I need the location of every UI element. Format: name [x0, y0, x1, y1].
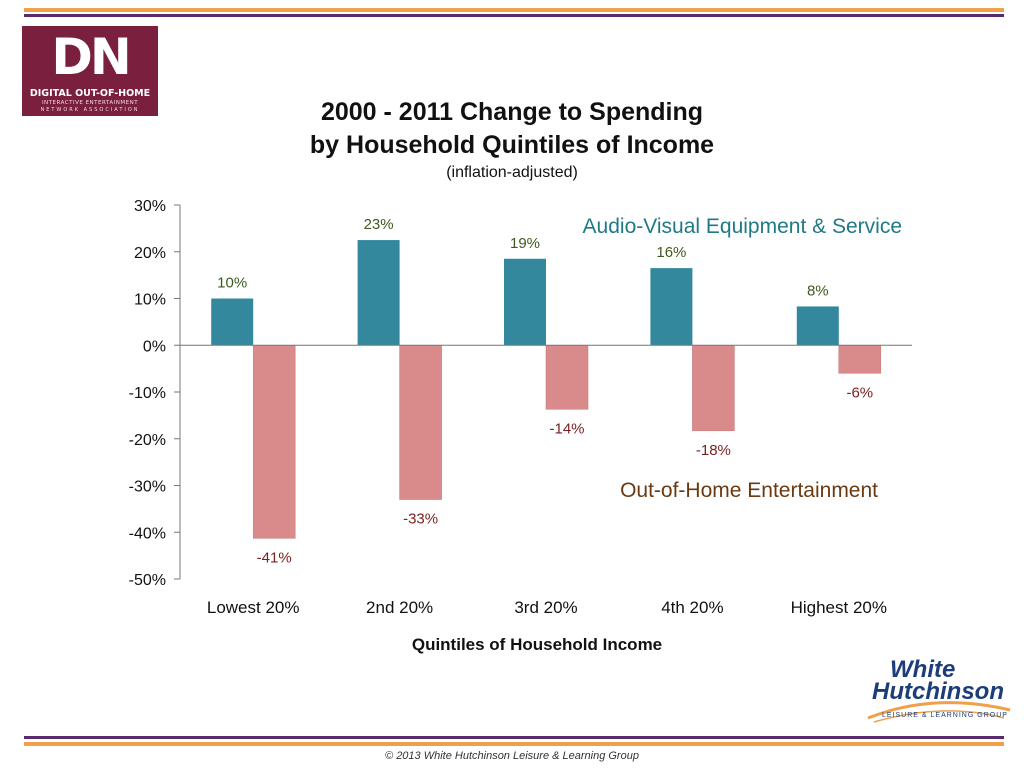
- ooh-bar: [545, 345, 589, 410]
- copyright-footer: © 2013 White Hutchinson Leisure & Learni…: [385, 750, 639, 762]
- dnoha-logo-line1: DIGITAL OUT-OF-HOME: [29, 88, 151, 99]
- chart-subtitle: (inflation-adjusted): [446, 164, 578, 181]
- bar-chart: 30% 20% 10% 0% -10% -20% -30% -40% -50% 10% -41% Lo…: [129, 198, 912, 654]
- wh-logo-line3: LEISURE & LEARNING GROUP: [882, 712, 1008, 719]
- x-category-label: Highest 20%: [791, 598, 887, 617]
- av-bar: [504, 258, 546, 346]
- ooh-data-label: -41%: [257, 549, 292, 566]
- av-bar: [650, 268, 693, 346]
- av-bar: [796, 306, 839, 346]
- y-tick-label: 20%: [134, 245, 166, 262]
- chart-title: 2000 - 2011 Change to Spending: [320, 98, 704, 126]
- wh-logo-swoosh-icon: [867, 701, 1011, 723]
- x-category-label: 2nd 20%: [366, 598, 433, 617]
- av-bar: [211, 298, 254, 346]
- wh-logo-line2: Hutchinson: [872, 678, 1004, 705]
- y-tick-label: 30%: [134, 198, 166, 215]
- av-data-label: 10%: [217, 275, 247, 292]
- chart-title-line2: by Household Quintiles of Income: [309, 131, 715, 159]
- dnoha-logo-line3: NETWORK ASSOCIATION: [40, 107, 140, 113]
- av-data-label: 19%: [510, 235, 540, 252]
- y-tick-label: -40%: [129, 525, 166, 542]
- ooh-bar: [399, 345, 442, 500]
- av-data-label: 8%: [807, 282, 829, 299]
- ooh-bar: [838, 345, 882, 374]
- av-series-label: Audio-Visual Equipment & Service: [583, 215, 902, 238]
- ooh-data-label: -33%: [403, 511, 438, 528]
- av-data-label: 16%: [656, 244, 686, 261]
- dnoha-logo-line2: INTERACTIVE ENTERTAINMENT: [41, 100, 139, 106]
- av-bar: [357, 240, 400, 346]
- bottom-purple-rule: [24, 736, 1004, 739]
- ooh-series-label: Out-of-Home Entertainment: [620, 479, 878, 502]
- x-axis-title: Quintiles of Household Income: [412, 635, 662, 654]
- ooh-bar: [252, 345, 296, 539]
- ooh-bar: [692, 345, 735, 432]
- ooh-data-label: -14%: [549, 420, 584, 437]
- x-category-label: 4th 20%: [661, 598, 723, 617]
- x-category-label: 3rd 20%: [514, 598, 577, 617]
- bottom-orange-rule: [24, 742, 1004, 746]
- av-data-label: 23%: [364, 216, 394, 233]
- top-orange-rule: [24, 8, 1004, 12]
- dnoha-logo-mark: DN: [51, 28, 131, 86]
- top-purple-rule: [24, 14, 1004, 17]
- y-tick-label: -30%: [129, 479, 166, 496]
- ooh-data-label: -6%: [846, 384, 873, 401]
- y-tick-label: 0%: [143, 338, 166, 355]
- white-hutchinson-logo: White Hutchinson LEISURE & LEARNING GROU…: [864, 656, 1014, 728]
- y-tick-label: -50%: [129, 572, 166, 589]
- y-tick-label: 10%: [134, 292, 166, 309]
- dnoha-logo: DN DIGITAL OUT-OF-HOME INTERACTIVE ENTER…: [22, 26, 158, 116]
- y-tick-label: -20%: [129, 432, 166, 449]
- ooh-data-label: -18%: [696, 442, 731, 459]
- wh-logo-line1: White: [890, 656, 956, 683]
- x-category-label: Lowest 20%: [207, 598, 300, 617]
- y-tick-label: -10%: [129, 385, 166, 402]
